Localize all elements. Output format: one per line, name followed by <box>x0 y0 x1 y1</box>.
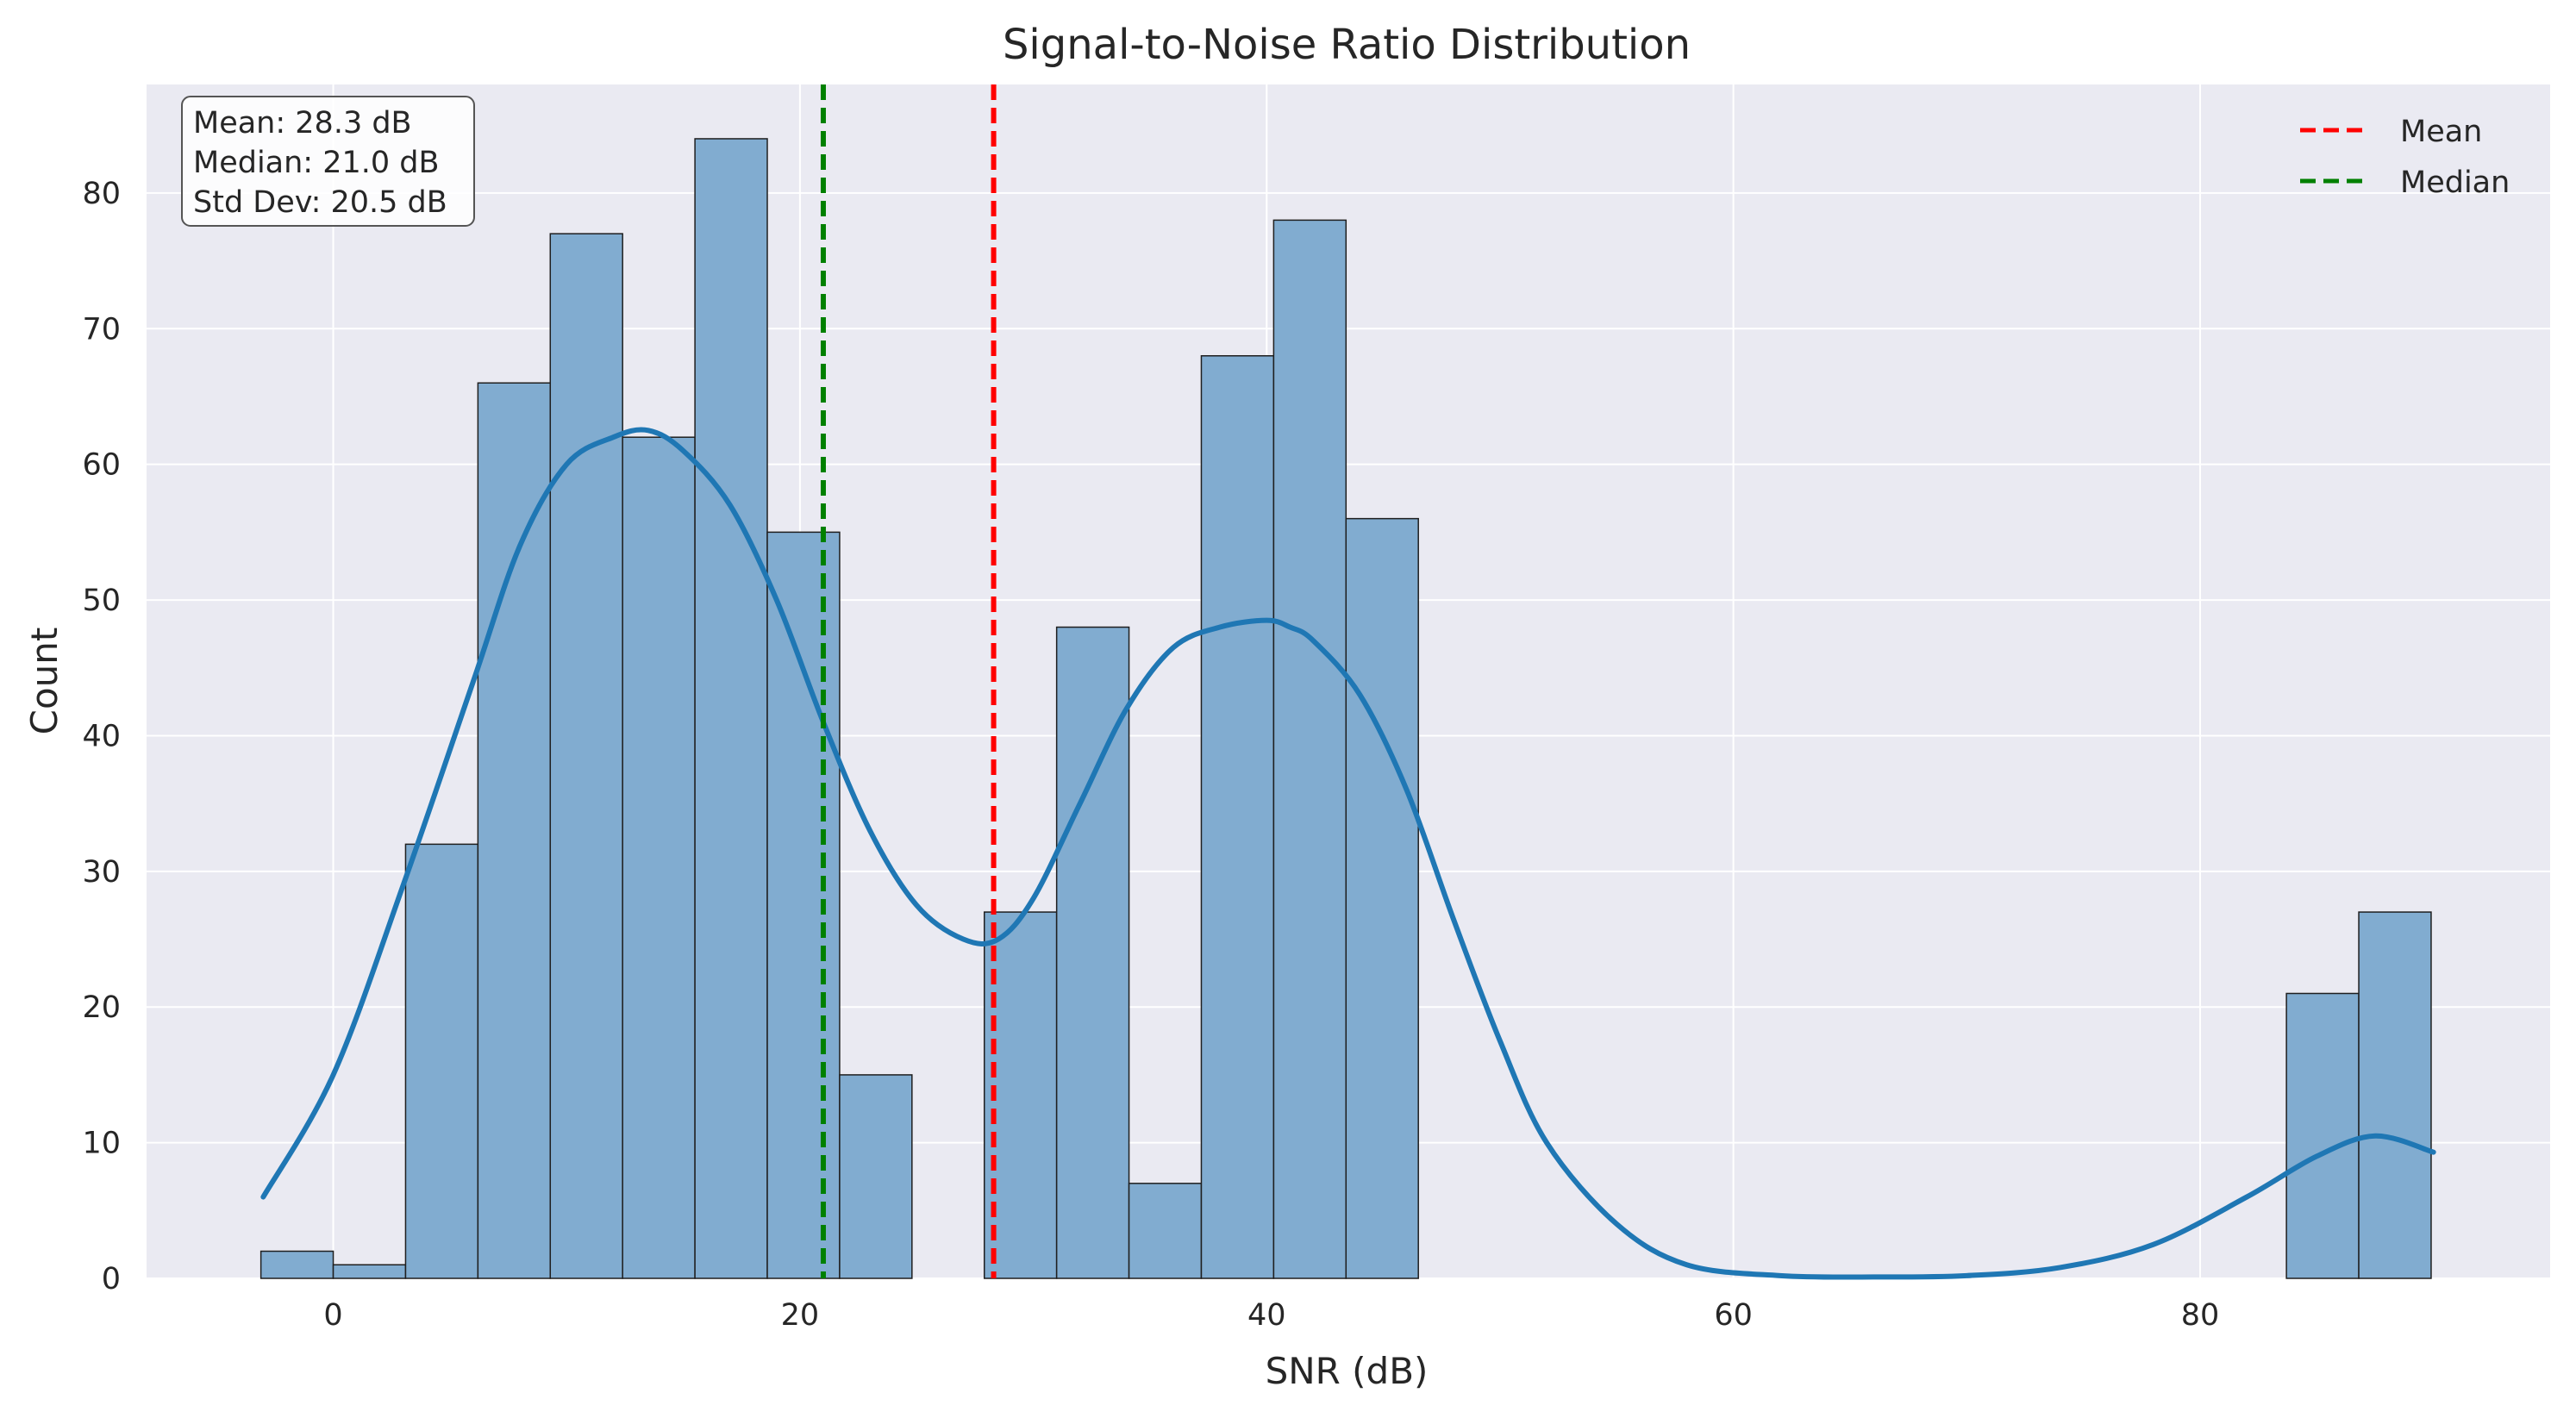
histogram-bar-15 <box>1345 517 1419 1279</box>
histogram-bar-1 <box>332 1264 407 1279</box>
reference-lines <box>820 84 997 1278</box>
legend: Mean Median <box>2300 115 2510 200</box>
chart-title: Signal-to-Noise Ratio Distribution <box>1003 21 1691 69</box>
y-tick-label: 20 <box>82 990 121 1025</box>
y-axis-label: Count <box>23 628 66 735</box>
histogram-bar-5 <box>622 436 696 1279</box>
y-tick-label: 50 <box>82 584 121 618</box>
x-tick-label: 0 <box>323 1298 342 1333</box>
y-tick-label: 60 <box>82 448 121 483</box>
histogram-bar-3 <box>477 382 552 1279</box>
histogram-bar-11 <box>1055 626 1130 1279</box>
stats-box: Mean: 28.3 dB Median: 21.0 dB Std Dev: 2… <box>181 96 475 227</box>
stats-mean-text: Mean: 28.3 dB <box>193 106 412 141</box>
histogram-bar-4 <box>549 233 623 1279</box>
stats-stddev-text: Std Dev: 20.5 dB <box>193 185 447 220</box>
histogram-bar-7 <box>766 531 841 1279</box>
histogram-bar-2 <box>404 843 479 1279</box>
histogram-bar-14 <box>1272 219 1347 1279</box>
x-tick-label: 80 <box>2181 1298 2220 1333</box>
histogram-bar-6 <box>694 138 768 1279</box>
x-axis-label: SNR (dB) <box>1266 1350 1429 1392</box>
x-tick-label: 20 <box>781 1298 820 1333</box>
x-tick-label: 60 <box>1714 1298 1753 1333</box>
tick-labels: 0 20 40 60 80 0 10 20 30 40 50 60 70 80 <box>82 177 2219 1333</box>
histogram-bar-13 <box>1200 355 1275 1279</box>
x-tick-label: 40 <box>1247 1298 1286 1333</box>
histogram-bars <box>259 138 2432 1279</box>
y-tick-label: 40 <box>82 719 121 753</box>
histogram-bar-29 <box>2358 911 2432 1279</box>
y-tick-label: 0 <box>102 1262 121 1296</box>
kde-curve-layer <box>260 427 2436 1280</box>
y-tick-label: 80 <box>82 177 121 211</box>
y-tick-label: 10 <box>82 1127 121 1161</box>
legend-mean-label: Mean <box>2400 115 2482 149</box>
histogram-bar-28 <box>2285 992 2360 1279</box>
histogram-bar-10 <box>983 911 1058 1279</box>
histogram-bar-8 <box>839 1074 913 1279</box>
histogram-bar-12 <box>1128 1183 1203 1279</box>
histogram-bar-0 <box>259 1250 335 1279</box>
y-tick-label: 70 <box>82 312 121 347</box>
stats-median-text: Median: 21.0 dB <box>193 146 440 180</box>
stats-box-frame <box>181 96 475 227</box>
y-tick-label: 30 <box>82 855 121 890</box>
kde-curve <box>260 427 2436 1280</box>
legend-median-label: Median <box>2400 166 2510 200</box>
